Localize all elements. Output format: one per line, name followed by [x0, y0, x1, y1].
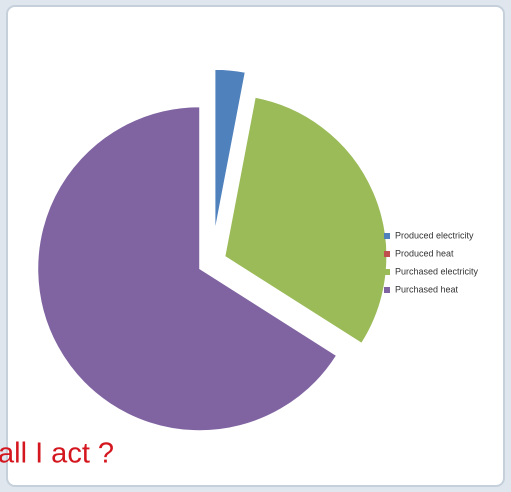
pie-slice — [214, 68, 246, 232]
pie — [37, 68, 388, 432]
legend-label: Purchased electricity — [395, 266, 479, 276]
legend-swatch — [384, 287, 390, 293]
legend-swatch — [384, 233, 390, 239]
legend: Produced electricity Produced heat Purchas… — [384, 230, 479, 294]
legend-swatch — [384, 269, 390, 275]
legend-swatch — [384, 251, 390, 257]
legend-label: Produced electricity — [395, 230, 474, 240]
annotation: all I act ? — [0, 438, 114, 470]
legend-label: Produced heat — [395, 248, 454, 258]
legend-label: Purchased heat — [395, 284, 459, 294]
pie-slice — [37, 106, 338, 432]
pie-slice — [224, 96, 388, 344]
